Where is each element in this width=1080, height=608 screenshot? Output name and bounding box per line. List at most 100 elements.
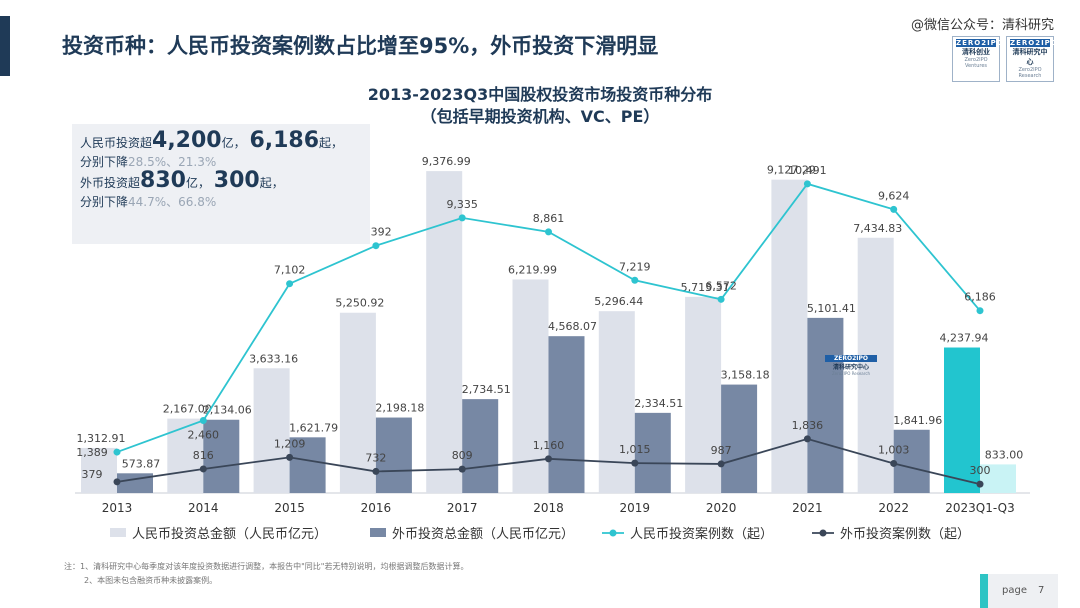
rmb-amount-bar-2017 — [426, 171, 463, 493]
page-number: 7 — [1038, 585, 1045, 596]
rmb-amount-label-2022: 7,434.83 — [853, 222, 902, 235]
fx-count-label-2021: 1,836 — [792, 419, 824, 432]
rmb-count-label-2021: 10,491 — [788, 164, 827, 177]
fx-count-point-2017 — [458, 465, 466, 473]
fx-count-point-2015 — [286, 453, 294, 461]
fx-amount-bar-2021 — [807, 317, 844, 493]
fx-count-label-2017: 809 — [452, 449, 473, 462]
x-tick-label-2021: 2021 — [792, 501, 823, 515]
fx-amount-bar-2014 — [203, 419, 240, 493]
x-tick-label-2014: 2014 — [188, 501, 219, 515]
rmb-count-label-2014: 2,460 — [188, 429, 220, 442]
rmb-amount-bar-2021 — [771, 179, 808, 493]
rmb-amount-label-2020: 5,713.31 — [681, 281, 730, 294]
page-indicator: page 7 — [980, 574, 1058, 608]
watermark-sub: 清科研究中心 — [832, 364, 869, 371]
rmb-count-point-2013 — [113, 448, 121, 456]
rmb-count-point-2021 — [803, 180, 811, 188]
rmb-count-label-2015: 7,102 — [274, 264, 306, 277]
rmb-amount-label-2016: 5,250.92 — [335, 297, 384, 310]
summary-drop-label: 分别下降 — [80, 155, 129, 169]
summary-rmb-line: 人民币投资超4,200亿， 6,186起， — [80, 130, 370, 154]
summary-rmb-amount: 4,200 — [152, 128, 222, 153]
fx-amount-bar-2017 — [462, 399, 499, 493]
rmb-count-label-2013: 1,389 — [76, 446, 108, 459]
fx-amount-bar-2023Q1-Q3 — [980, 464, 1016, 493]
fx-amount-bar-2018 — [548, 336, 585, 493]
fx-count-label-2015: 1,209 — [274, 437, 306, 450]
rmb-count-label-2017: 9,335 — [446, 198, 478, 211]
rmb-amount-bar-2023Q1-Q3 — [944, 347, 980, 493]
rmb-amount-label-2014: 2,167.00 — [163, 403, 212, 416]
fx-count-point-2022 — [890, 459, 898, 467]
page-title: 投资币种：人民币投资案例数占比增至95%，外币投资下滑明显 — [62, 34, 659, 58]
fx-count-label-2023Q1-Q3: 300 — [970, 464, 991, 477]
fx-amount-label-2022: 1,841.96 — [893, 414, 942, 427]
rmb-amount-legend-swatch — [110, 528, 126, 537]
rmb-amount-label-2017: 9,376.99 — [422, 155, 471, 168]
chart-title: 2013-2023Q3中国股权投资市场投资币种分布 — [367, 85, 713, 104]
rmb-count-label-2023Q1-Q3: 6,186 — [964, 291, 996, 304]
chart-watermark-logo: ZERO2IPO 清科研究中心 Zero2IPO Research — [825, 355, 877, 376]
zero2ipo-ventures-logo: ZERO2IPO 清科创业 Zero2IPO Ventures — [952, 36, 1003, 82]
summary-fx-drop-label: 分别下降 — [80, 195, 129, 209]
page-accent-bar — [980, 574, 988, 608]
fx-amount-bar-2019 — [634, 412, 671, 493]
rmb-amount-bar-2020 — [685, 296, 722, 493]
rmb-amount-bar-2016 — [339, 312, 376, 493]
fx-amount-label-2020: 3,158.18 — [721, 369, 770, 382]
fx-count-point-2013 — [113, 478, 121, 486]
fx-count-point-2019 — [631, 459, 639, 467]
x-tick-label-2020: 2020 — [706, 501, 737, 515]
fx-count-label-2014: 816 — [193, 449, 214, 462]
fx-amount-legend-label: 外币投资总金额（人民币亿元） — [392, 526, 574, 542]
rmb-count-label-2018: 8,861 — [533, 212, 565, 225]
fx-amount-label-2021: 5,101.41 — [807, 302, 856, 315]
x-tick-label-2017: 2017 — [447, 501, 478, 515]
fx-count-point-2023Q1-Q3 — [976, 480, 984, 488]
rmb-amount-bar-2022 — [857, 237, 894, 493]
summary-fx-count: 300 — [213, 168, 260, 193]
fx-count-legend-label: 外币投资案例数（起） — [840, 526, 970, 542]
page-label: page — [1002, 585, 1027, 596]
fx-amount-label-2014: 2,134.06 — [203, 404, 252, 417]
fx-amount-bar-2022 — [893, 429, 930, 493]
rmb-amount-bar-2013 — [81, 447, 117, 493]
summary-rmb-drop-line: 分别下降28.5%、21.3% — [80, 154, 370, 170]
summary-fx-unit-yi: 亿， — [185, 176, 210, 190]
watermark-top: ZERO2IPO — [825, 355, 877, 362]
x-tick-label-2016: 2016 — [361, 501, 392, 515]
x-tick-label-2015: 2015 — [274, 501, 305, 515]
rmb-count-legend-label: 人民币投资案例数（起） — [630, 526, 773, 542]
summary-unit-yi: 亿， — [221, 136, 246, 150]
summary-rmb-count: 6,186 — [249, 128, 320, 153]
fx-amount-label-2016: 2,198.18 — [375, 402, 424, 415]
rmb-count-point-2015 — [286, 280, 294, 288]
x-tick-label-2018: 2018 — [533, 501, 564, 515]
fx-count-point-2018 — [545, 455, 552, 463]
logo-group: ZERO2IPO 清科创业 Zero2IPO Ventures ZERO2IPO… — [952, 36, 1058, 82]
summary-unit-qi: 起， — [319, 136, 344, 150]
fx-amount-legend-swatch — [370, 528, 386, 537]
logo-right-top: ZERO2IPO — [1010, 39, 1058, 47]
rmb-count-label-2019: 7,219 — [619, 260, 651, 273]
footnote-line-2: 2、本图未包含融资币种未披露案例。 — [84, 576, 218, 585]
fx-count-legend-marker — [819, 529, 827, 537]
rmb-amount-bar-2018 — [512, 279, 549, 493]
summary-callout: 人民币投资超4,200亿， 6,186起， 分别下降28.5%、21.3% 外币… — [72, 124, 370, 244]
fx-amount-label-2019: 2,334.51 — [634, 397, 683, 410]
summary-rmb-drop: 28.5%、21.3% — [128, 155, 217, 169]
rmb-amount-legend-label: 人民币投资总金额（人民币亿元） — [132, 526, 327, 542]
fx-amount-bar-2013 — [117, 473, 153, 493]
rmb-amount-bar-2015 — [253, 368, 290, 493]
rmb-amount-label-2021: 9,127.29 — [767, 164, 816, 177]
summary-fx-drop-line: 分别下降44.7%、66.8% — [80, 194, 370, 210]
logo-left-sub: 清科创业 — [962, 48, 990, 56]
fx-amount-label-2013: 573.87 — [122, 457, 161, 470]
rmb-amount-label-2013: 1,312.91 — [77, 432, 126, 445]
x-tick-label-2022: 2022 — [878, 501, 909, 515]
rmb-count-point-2017 — [458, 214, 466, 222]
logo-left-tiny: Zero2IPO Ventures — [964, 57, 988, 69]
chart-title-block: 2013-2023Q3中国股权投资市场投资币种分布 （包括早期投资机构、VC、P… — [240, 84, 840, 128]
x-tick-label-2013: 2013 — [102, 501, 133, 515]
